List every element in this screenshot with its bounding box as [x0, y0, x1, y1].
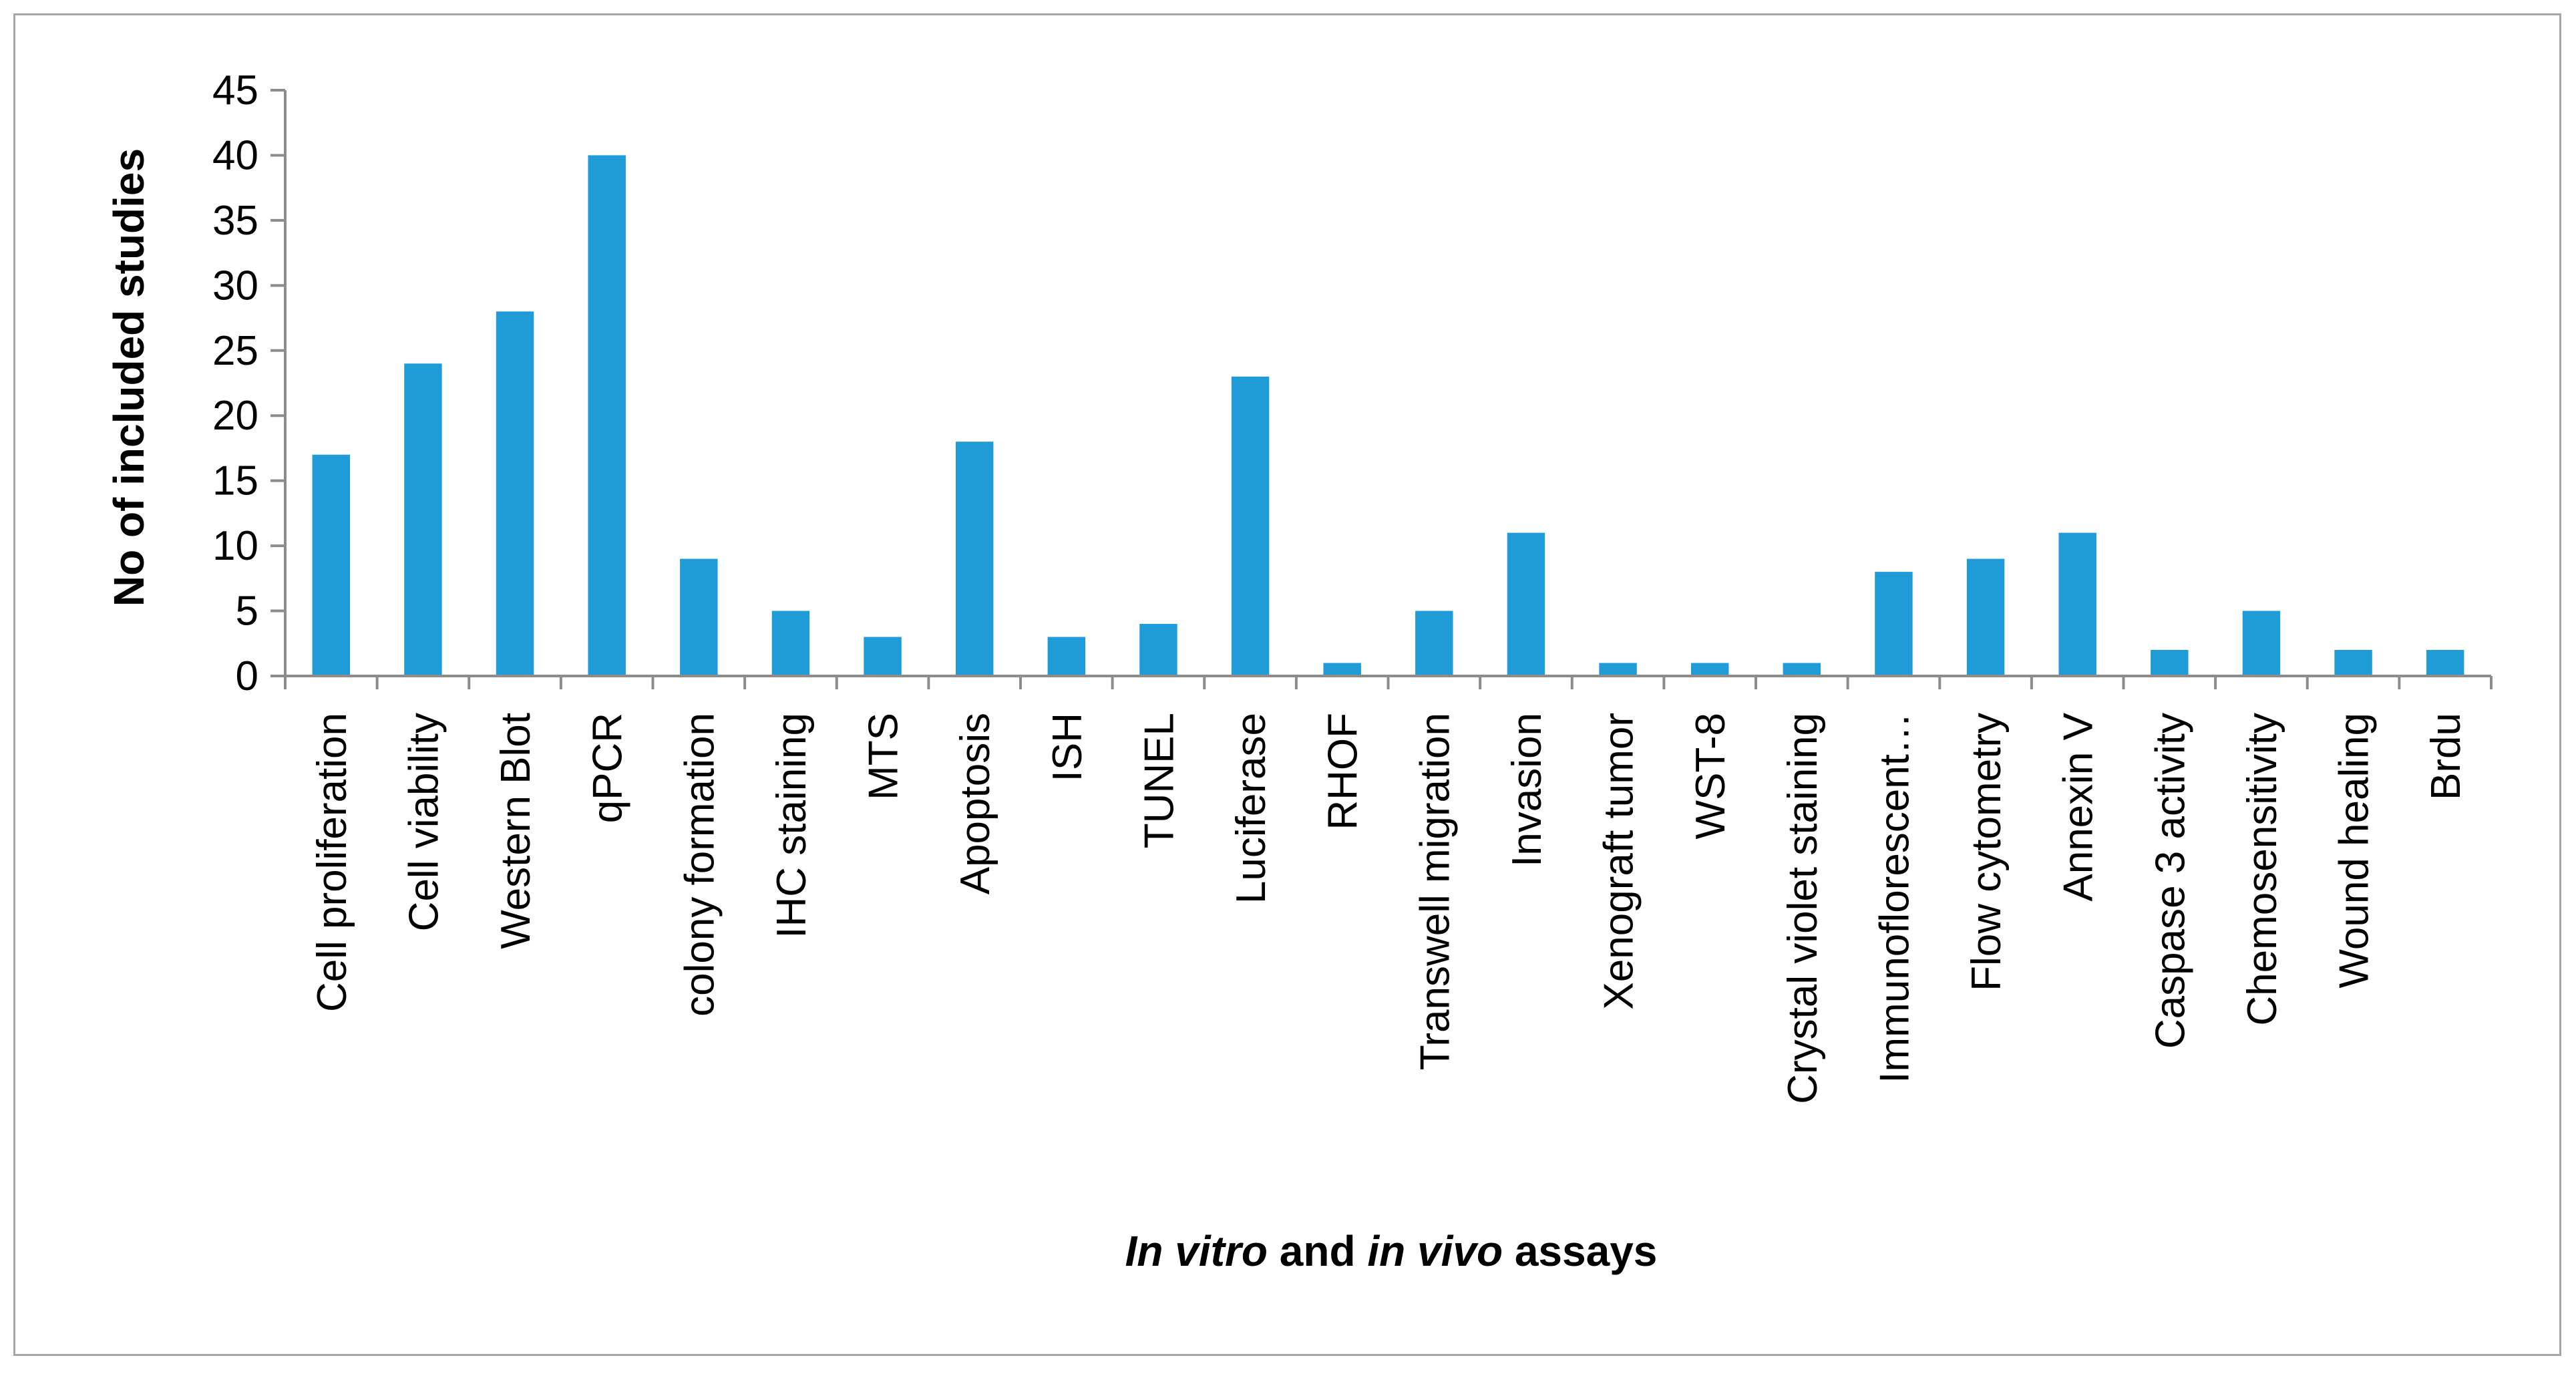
bar [1231, 376, 1270, 676]
x-axis-title-part: and [1268, 1227, 1367, 1275]
bars-group [312, 155, 2464, 676]
category-label: ISH [1045, 713, 1091, 782]
category-label: Luciferase [1228, 713, 1274, 904]
category-label: TUNEL [1136, 713, 1182, 848]
category-label: Caspase 3 activity [2147, 713, 2193, 1049]
bar [1783, 663, 1821, 676]
bar [1690, 663, 1729, 676]
bar [864, 637, 902, 676]
category-label: WST-8 [1688, 713, 1734, 839]
y-tick-label: 40 [212, 132, 258, 178]
bar [680, 558, 718, 676]
bar [1415, 611, 1453, 676]
bar [2242, 611, 2281, 676]
y-ticks-group: 0 5 10 15 20 25 30 35 40 45 [212, 67, 285, 699]
category-label: Chemosensitivity [2239, 713, 2285, 1026]
category-label: qPCR [585, 713, 631, 823]
y-tick-label: 5 [236, 588, 258, 635]
category-label: colony formation [677, 713, 723, 1017]
category-labels-group: Cell proliferation Cell viability Western … [309, 712, 2469, 1103]
bar [2058, 532, 2096, 676]
category-label: Cell viability [401, 713, 447, 931]
bar [404, 363, 442, 676]
category-label: Crystal violet staining [1780, 713, 1826, 1104]
category-label: Transwell migration [1412, 713, 1458, 1070]
bar [1599, 663, 1637, 676]
category-label: MTS [861, 713, 907, 800]
y-tick-label: 25 [212, 328, 258, 374]
category-label: Immunoflorescent… [1871, 713, 1917, 1083]
x-axis-title-part: In vitro [1125, 1227, 1268, 1275]
category-label: Wound healing [2332, 713, 2378, 989]
category-label: Xenograft tumor [1596, 713, 1642, 1010]
chart-frame [13, 13, 2561, 1356]
category-label: Western Blot [493, 713, 539, 949]
bar [1047, 637, 1086, 676]
category-label: Annexin V [2056, 712, 2102, 901]
bar [955, 442, 994, 676]
category-label: RHOF [1320, 713, 1366, 830]
category-label: Flow cytometry [1964, 713, 2010, 991]
y-tick-label: 35 [212, 198, 258, 244]
x-axis-title-part: in vivo [1367, 1227, 1503, 1275]
category-label: Brdu [2423, 713, 2469, 800]
y-tick-label: 15 [212, 458, 258, 504]
category-label: Cell proliferation [309, 713, 355, 1012]
bar [2334, 650, 2372, 676]
y-tick-label: 45 [212, 67, 258, 114]
y-tick-label: 10 [212, 523, 258, 569]
bar [2426, 650, 2464, 676]
bar [2151, 650, 2189, 676]
bar [1875, 572, 1913, 676]
bar [1507, 532, 1545, 676]
category-label: IHC staining [769, 713, 815, 938]
y-tick-label: 30 [212, 263, 258, 309]
bar [312, 454, 351, 676]
x-ticks-group [284, 676, 2493, 689]
bar [1966, 558, 2005, 676]
category-label: Invasion [1504, 713, 1550, 867]
bar [1139, 624, 1177, 676]
bar [588, 155, 626, 676]
x-axis-title: In vitro and in vivo assays [1125, 1227, 1658, 1275]
bar [1323, 663, 1361, 676]
x-axis-title-part: assays [1503, 1227, 1657, 1275]
bar [771, 611, 810, 676]
y-tick-label: 0 [236, 653, 258, 699]
category-label: Apoptosis [952, 713, 998, 894]
y-tick-label: 20 [212, 393, 258, 439]
y-axis-title: No of included studies [105, 148, 153, 607]
bar [496, 311, 534, 676]
